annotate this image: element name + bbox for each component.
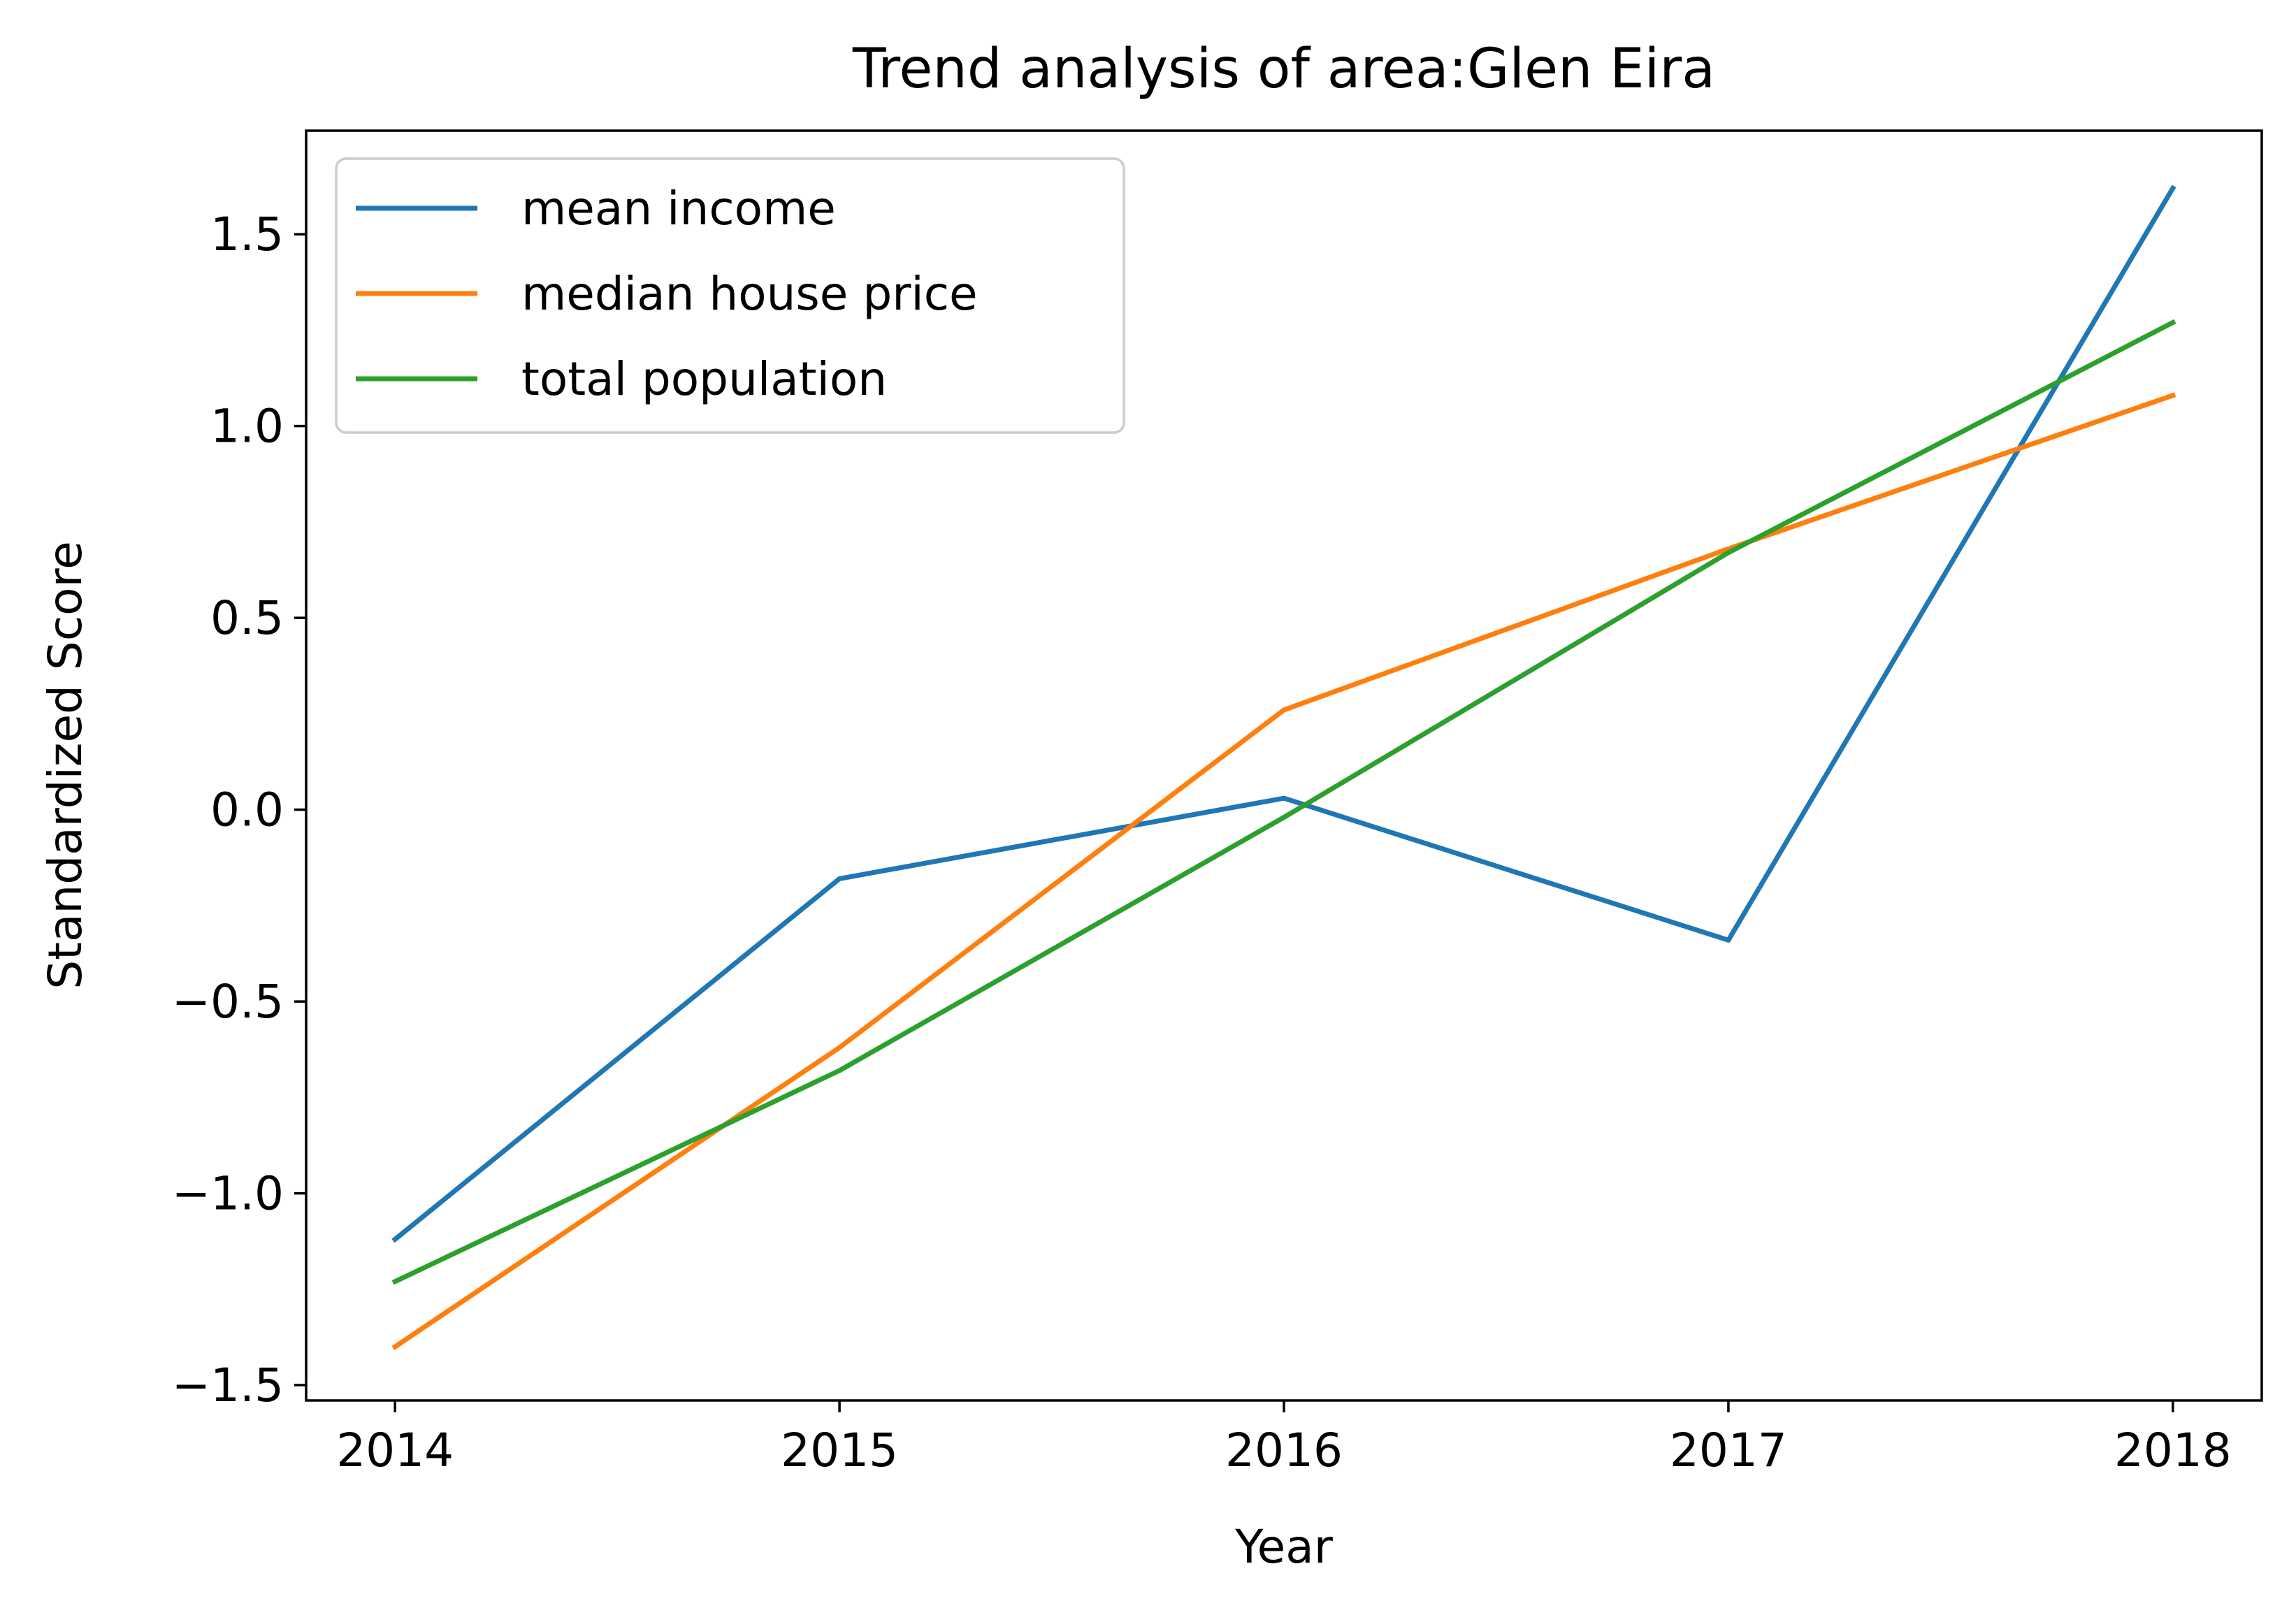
chart-title: Trend analysis of area:Glen Eira xyxy=(852,38,1715,101)
y-tick-label: 0.0 xyxy=(210,783,284,837)
y-tick-label: −0.5 xyxy=(172,975,284,1029)
y-axis-label: Standardized Score xyxy=(38,541,92,990)
legend-items: mean income median house price total popul… xyxy=(356,182,978,406)
y-tick-label: 1.0 xyxy=(210,400,284,454)
y-tick-label: −1.0 xyxy=(172,1167,284,1221)
legend: mean income median house price total popul… xyxy=(335,157,1125,434)
legend-label: mean income xyxy=(521,182,836,236)
x-tick-label: 2016 xyxy=(1225,1424,1343,1477)
series-line-total-population xyxy=(391,319,2176,1285)
series-line-mean-income xyxy=(391,184,2176,1243)
legend-frame xyxy=(335,157,1125,434)
legend-label: total population xyxy=(521,352,887,406)
legend-label: median house price xyxy=(521,267,978,321)
x-tick-label: 2017 xyxy=(1670,1424,1787,1477)
x-axis-ticks: 2014 2015 2016 2017 2018 xyxy=(336,1400,2232,1477)
series-line-median-house-price xyxy=(391,392,2176,1350)
x-tick-label: 2015 xyxy=(781,1424,898,1477)
x-tick-label: 2014 xyxy=(336,1424,454,1477)
y-tick-label: 0.5 xyxy=(210,591,284,645)
y-tick-label: 1.5 xyxy=(210,208,284,261)
series-lines xyxy=(391,184,2176,1350)
y-axis-ticks: 1.5 1.0 0.5 0.0 −0.5 −1.0 −1.5 xyxy=(172,208,306,1412)
x-tick-label: 2018 xyxy=(2114,1424,2232,1477)
x-axis-label: Year xyxy=(1234,1520,1334,1574)
y-tick-label: −1.5 xyxy=(172,1359,284,1412)
